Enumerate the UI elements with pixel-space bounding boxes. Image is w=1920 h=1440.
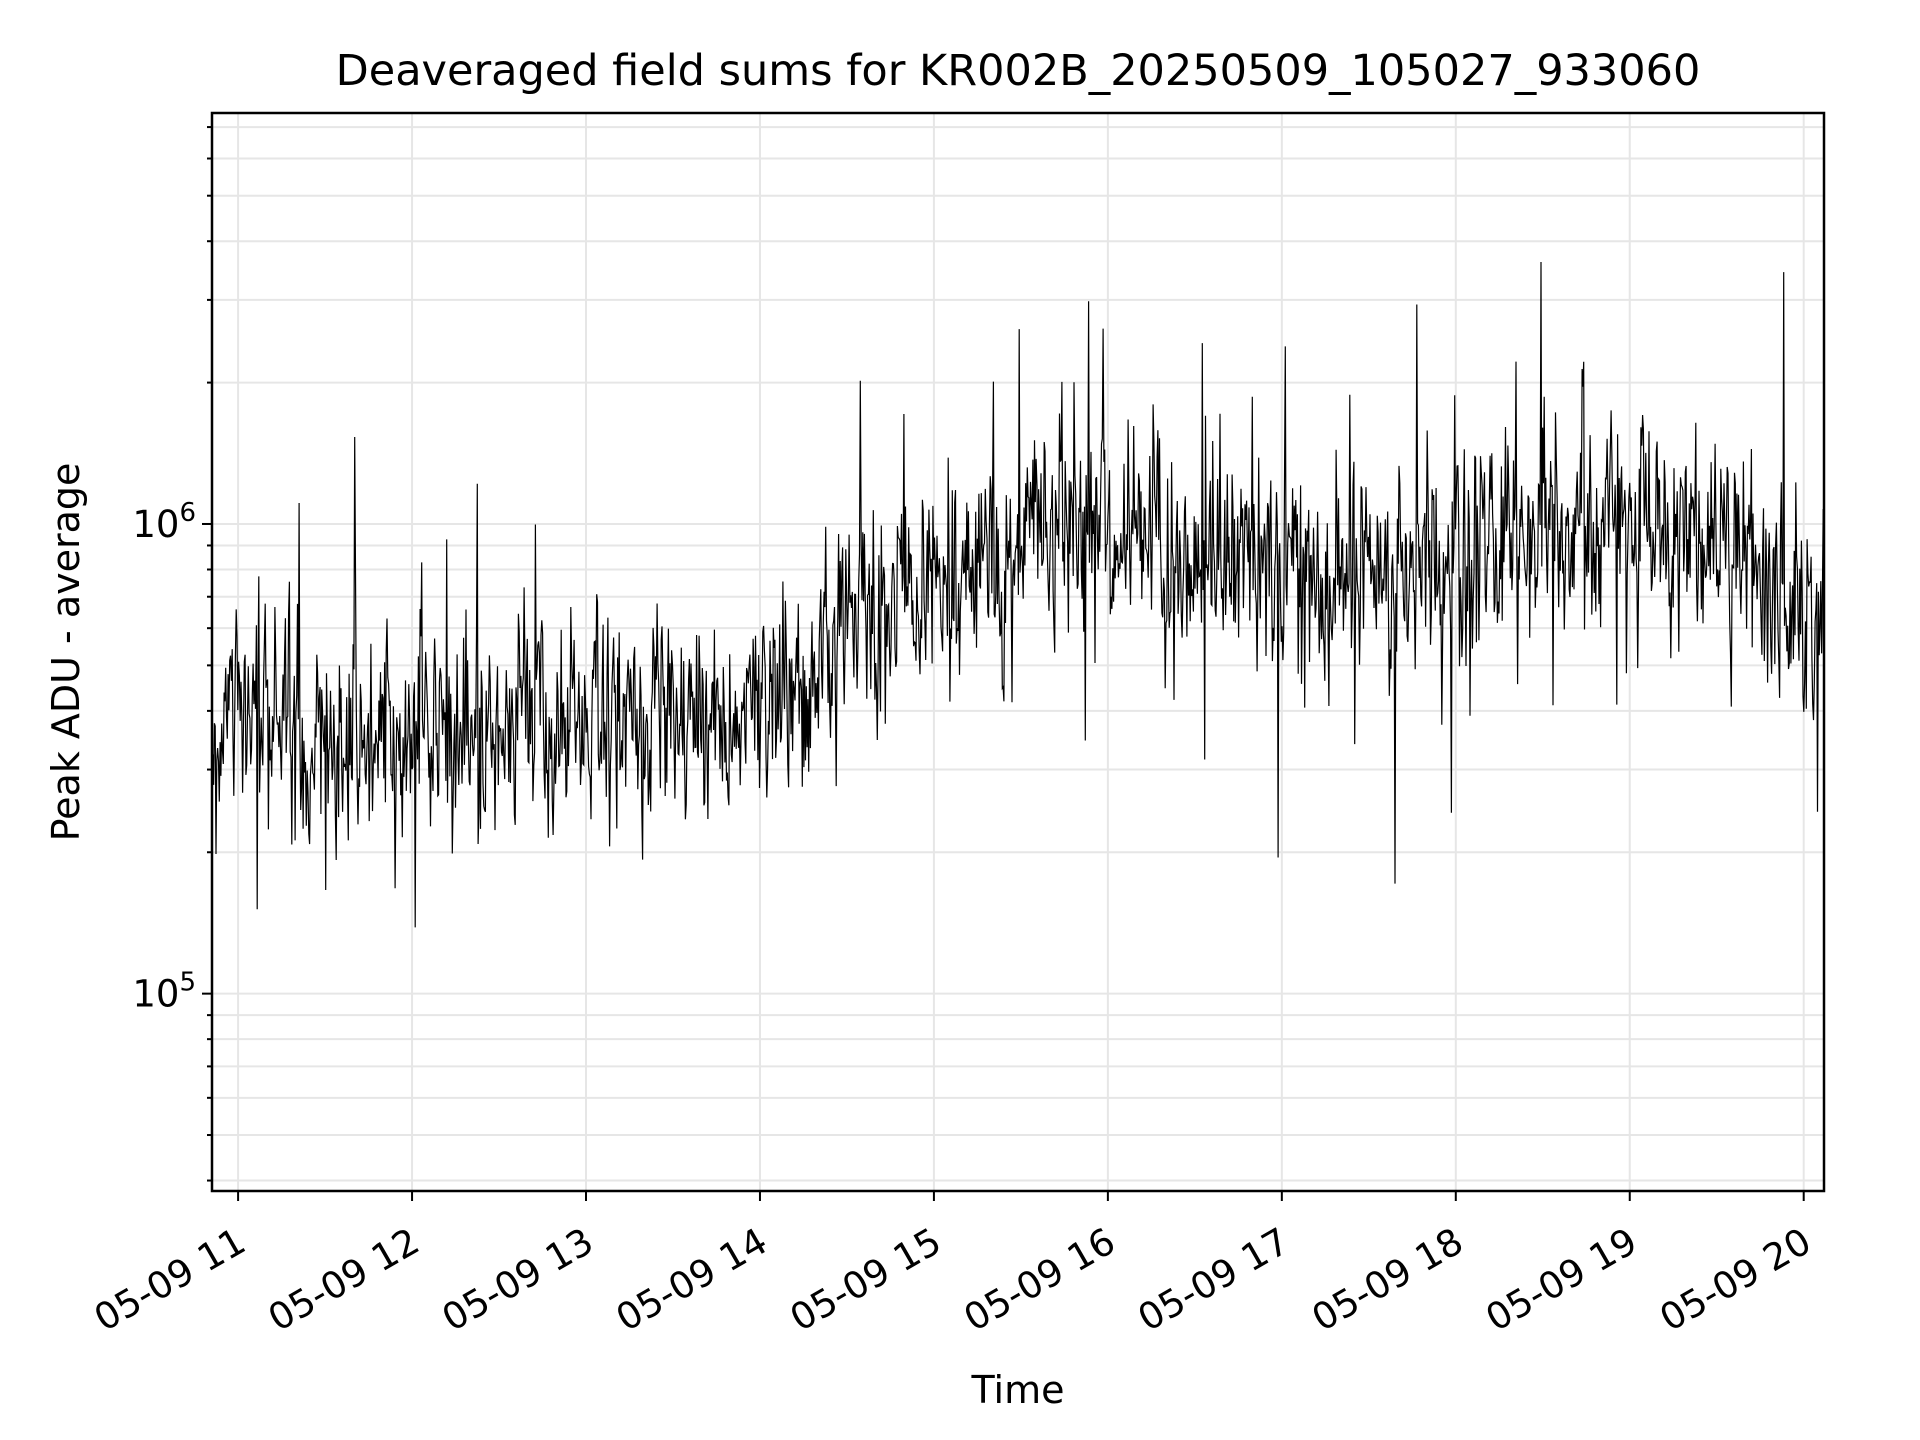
x-tick-label: 05-09 12 xyxy=(261,1220,427,1340)
chart-title: Deaveraged field sums for KR002B_2025050… xyxy=(336,46,1701,96)
series-group xyxy=(211,261,1825,928)
x-tick-label: 05-09 13 xyxy=(435,1220,601,1340)
x-tick-label: 05-09 14 xyxy=(609,1220,775,1340)
x-tick-label: 05-09 20 xyxy=(1653,1220,1819,1340)
x-tick-label: 05-09 11 xyxy=(87,1220,253,1340)
x-tick-label: 05-09 15 xyxy=(783,1220,949,1340)
gridlines xyxy=(212,113,1824,1191)
plot-frame xyxy=(210,111,1826,1193)
y-tick-label: 105 xyxy=(132,968,196,1016)
y-tick-label: 106 xyxy=(132,498,196,546)
x-tick-label: 05-09 18 xyxy=(1305,1220,1471,1340)
x-tick-label: 05-09 19 xyxy=(1479,1220,1645,1340)
x-tick-label: 05-09 17 xyxy=(1131,1220,1297,1340)
x-axis-label: Time xyxy=(971,1368,1065,1412)
y-axis-label: Peak ADU - average xyxy=(44,463,88,842)
x-tick-label: 05-09 16 xyxy=(957,1220,1123,1340)
series-line xyxy=(211,261,1825,928)
